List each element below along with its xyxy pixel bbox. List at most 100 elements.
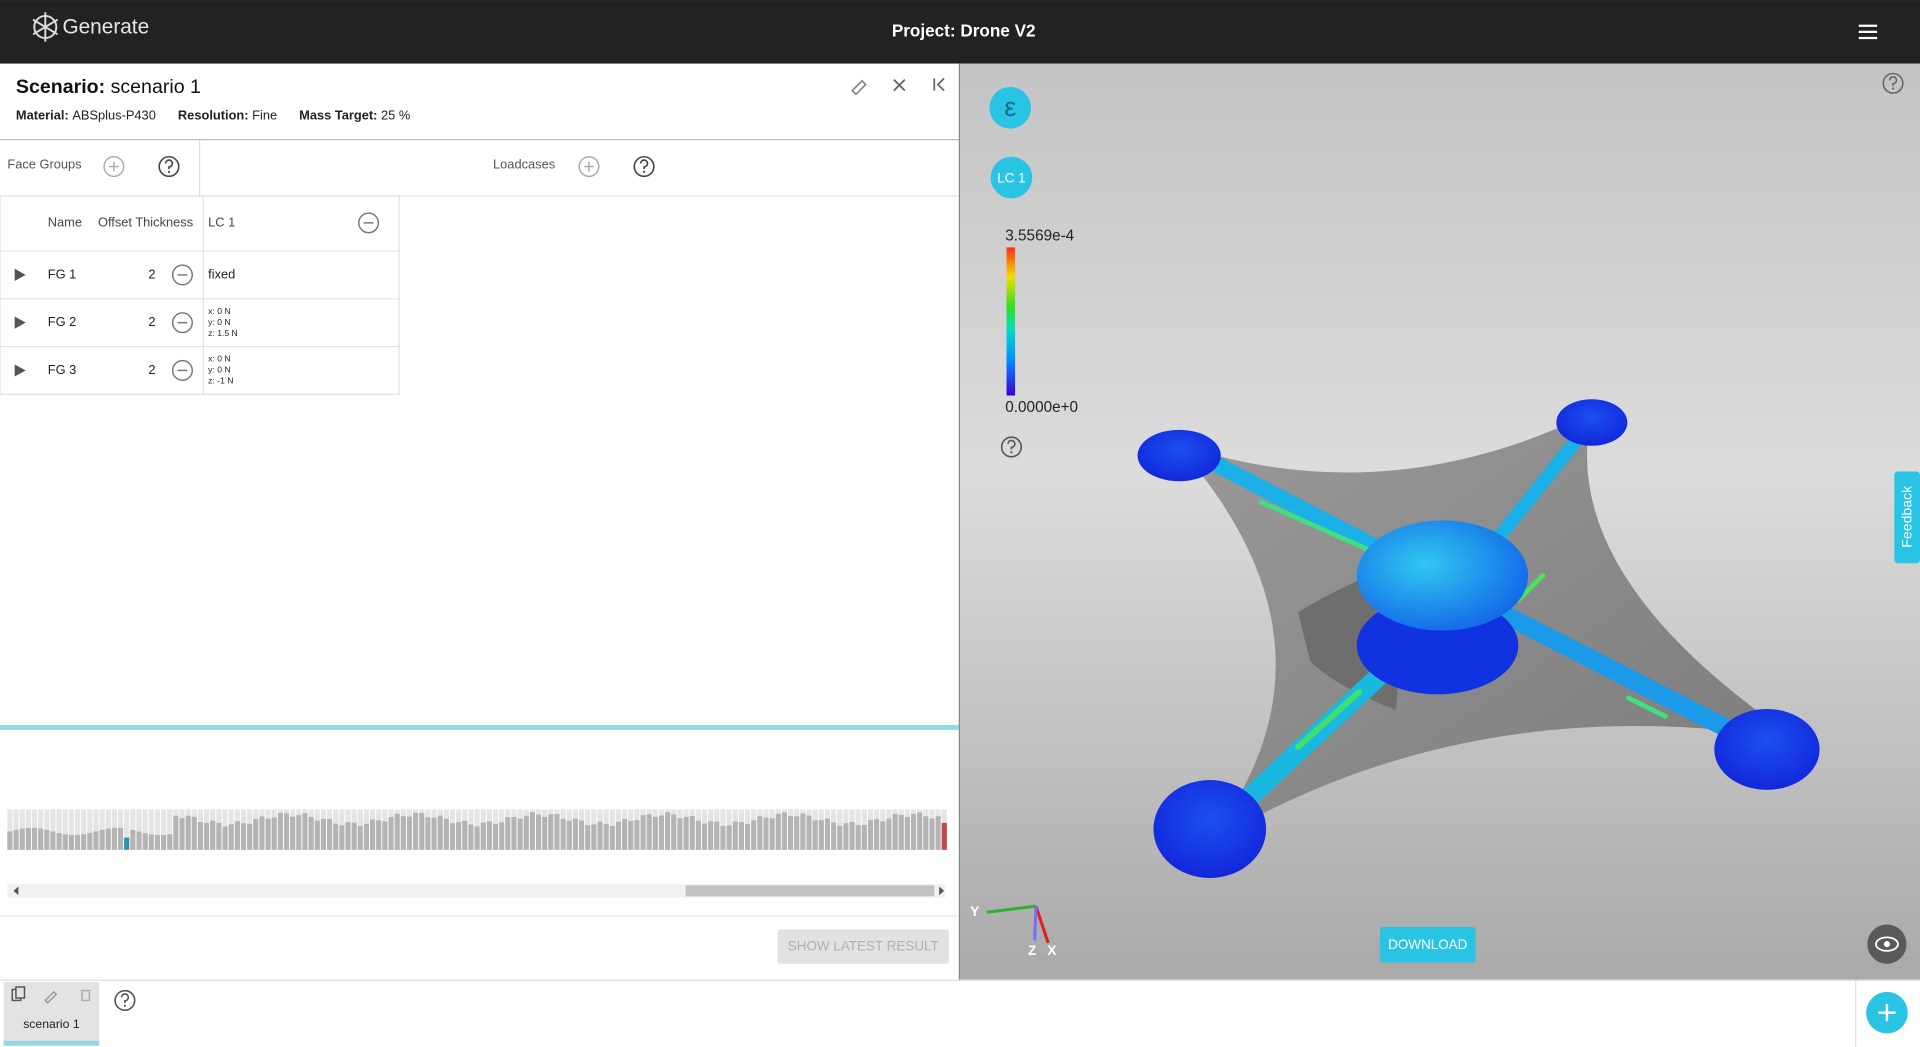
- scrollbar-thumb[interactable]: [685, 885, 935, 897]
- history-bar[interactable]: [677, 818, 683, 850]
- edit-button[interactable]: [851, 79, 867, 96]
- history-bar[interactable]: [892, 813, 898, 850]
- history-bar[interactable]: [622, 818, 628, 850]
- history-bar[interactable]: [302, 813, 308, 850]
- history-bar[interactable]: [726, 825, 732, 850]
- history-bar[interactable]: [585, 825, 591, 850]
- history-bar[interactable]: [523, 815, 529, 850]
- add-button[interactable]: [103, 156, 125, 178]
- history-bar[interactable]: [880, 821, 886, 850]
- history-bar[interactable]: [25, 827, 31, 850]
- history-bar[interactable]: [320, 818, 326, 850]
- history-bar[interactable]: [474, 826, 480, 850]
- history-bar[interactable]: [824, 818, 831, 850]
- feedback-label[interactable]: Feedback: [1898, 485, 1914, 548]
- history-bar[interactable]: [468, 824, 474, 850]
- history-bar[interactable]: [179, 818, 185, 850]
- history-bar[interactable]: [744, 823, 751, 850]
- history-bar[interactable]: [382, 821, 388, 850]
- history-slot[interactable]: [167, 809, 173, 850]
- delete-button[interactable]: [80, 989, 91, 1002]
- history-bar[interactable]: [197, 821, 204, 850]
- history-slot[interactable]: [142, 809, 148, 850]
- history-bar[interactable]: [290, 816, 296, 850]
- history-bar[interactable]: [19, 828, 25, 850]
- history-bar[interactable]: [216, 822, 222, 850]
- history-bar[interactable]: [443, 818, 449, 850]
- history-bar[interactable]: [296, 815, 302, 850]
- history-bar[interactable]: [775, 813, 781, 850]
- history-bar[interactable]: [148, 834, 154, 850]
- history-bar[interactable]: [867, 820, 874, 850]
- history-bar[interactable]: [898, 814, 904, 850]
- history-bar[interactable]: [93, 831, 99, 850]
- history-bar[interactable]: [923, 816, 929, 850]
- history-bar[interactable]: [480, 822, 486, 850]
- history-bar[interactable]: [929, 818, 935, 850]
- loadcases-tab[interactable]: Loadcases: [493, 157, 555, 172]
- add-button[interactable]: [578, 156, 600, 178]
- history-bar[interactable]: [529, 812, 535, 850]
- history-bar[interactable]: [7, 831, 13, 850]
- history-bar[interactable]: [800, 813, 806, 850]
- history-bar[interactable]: [13, 829, 19, 850]
- history-bar[interactable]: [904, 816, 910, 850]
- history-bar[interactable]: [788, 815, 794, 850]
- history-bar[interactable]: [259, 816, 265, 850]
- help-button[interactable]: [158, 155, 180, 178]
- history-bar[interactable]: [861, 824, 867, 850]
- history-bar[interactable]: [714, 821, 720, 850]
- history-bar[interactable]: [413, 812, 419, 850]
- history-bar[interactable]: [308, 816, 314, 850]
- visibility-button[interactable]: [1867, 924, 1907, 964]
- history-slot[interactable]: [7, 809, 13, 850]
- history-bar[interactable]: [277, 812, 283, 850]
- strain-label[interactable]: ε: [1004, 92, 1016, 122]
- history-bar[interactable]: [345, 822, 351, 850]
- history-bar[interactable]: [652, 816, 658, 850]
- history-bar[interactable]: [253, 818, 259, 850]
- history-slot[interactable]: [62, 809, 68, 850]
- history-bar[interactable]: [609, 825, 615, 850]
- show-latest-label[interactable]: SHOW LATEST RESULT: [788, 939, 939, 954]
- history-bar[interactable]: [566, 820, 572, 850]
- history-bar[interactable]: [314, 820, 320, 850]
- strain-button[interactable]: [989, 86, 1032, 129]
- history-bar[interactable]: [843, 823, 849, 850]
- history-bar[interactable]: [628, 820, 634, 850]
- history-bar[interactable]: [388, 817, 394, 850]
- history-bar[interactable]: [646, 814, 652, 850]
- history-bar[interactable]: [400, 816, 406, 850]
- help-button[interactable]: [633, 155, 655, 178]
- help-button[interactable]: [1000, 436, 1023, 458]
- history-bar[interactable]: [99, 829, 105, 850]
- remove-button[interactable]: [171, 312, 193, 334]
- history-bar[interactable]: [554, 813, 560, 850]
- history-slot[interactable]: [154, 809, 161, 850]
- history-bar[interactable]: [499, 822, 505, 850]
- history-bar[interactable]: [695, 820, 701, 850]
- expand-arrow[interactable]: [14, 316, 26, 329]
- history-bar[interactable]: [462, 820, 468, 850]
- history-bar[interactable]: [548, 814, 554, 850]
- expand-arrow[interactable]: [14, 268, 26, 282]
- history-bar[interactable]: [437, 815, 443, 850]
- history-bar[interactable]: [560, 818, 566, 850]
- history-bar[interactable]: [161, 835, 167, 850]
- remove-button[interactable]: [171, 359, 193, 381]
- history-bar[interactable]: [812, 820, 818, 850]
- history-bar[interactable]: [124, 837, 130, 850]
- history-slot[interactable]: [68, 809, 74, 850]
- copy-button[interactable]: [11, 986, 26, 1002]
- history-slot[interactable]: [161, 809, 167, 850]
- history-bar[interactable]: [38, 828, 44, 850]
- history-bar[interactable]: [31, 827, 38, 850]
- loadcase-button[interactable]: [990, 156, 1033, 199]
- history-bar[interactable]: [234, 821, 240, 850]
- history-bar[interactable]: [456, 822, 462, 850]
- history-slot[interactable]: [99, 809, 105, 850]
- history-bar[interactable]: [910, 813, 917, 850]
- history-bar[interactable]: [247, 823, 253, 850]
- scroll-left[interactable]: [13, 886, 19, 896]
- expand-arrow[interactable]: [14, 364, 26, 377]
